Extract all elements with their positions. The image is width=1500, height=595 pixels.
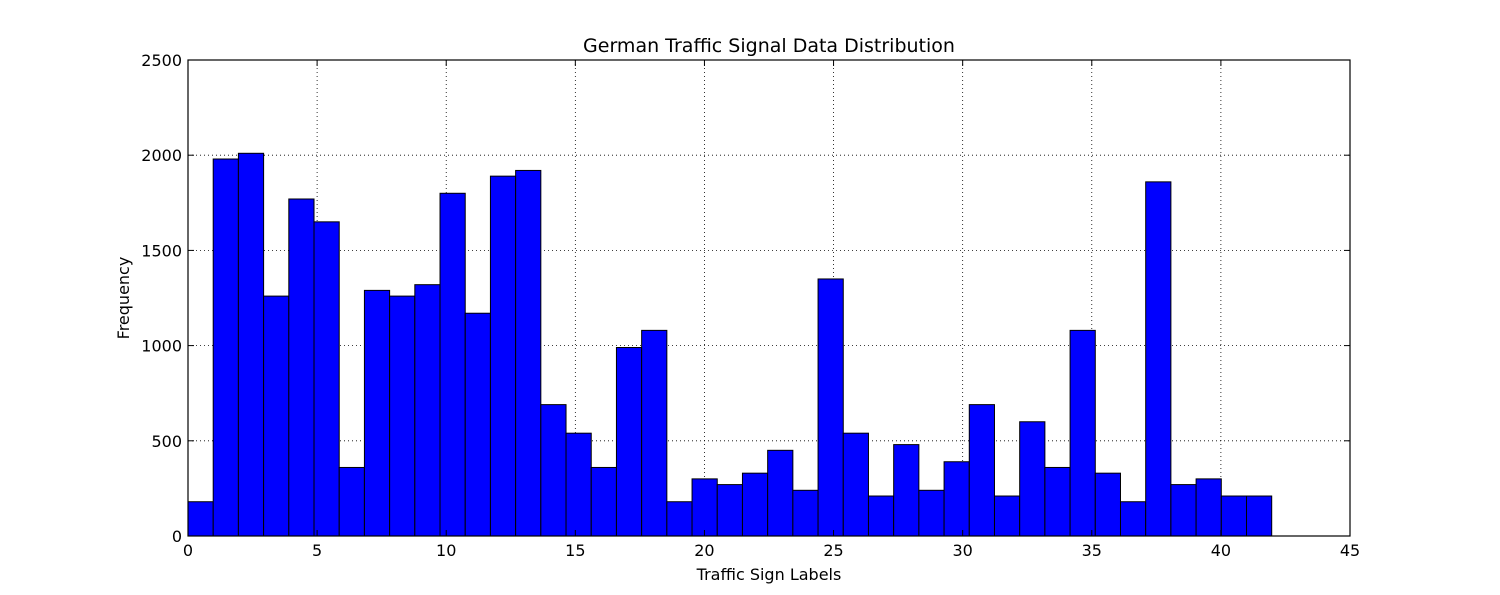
x-tick-label: 45 [1340,541,1360,560]
bar-label-19 [666,501,693,537]
x-tick-label: 20 [694,541,714,560]
bar-label-1 [212,158,239,537]
chart-title: German Traffic Signal Data Distribution [583,35,955,57]
y-tick-label: 2000 [141,146,182,165]
y-tick-label: 0 [172,527,182,546]
ticks: 0 5 10 15 20 25 30 35 40 45 0 500 1000 1500 2000 2500 [141,51,1360,560]
x-tick-label: 10 [436,541,456,560]
bar-label-40 [1195,478,1222,537]
x-tick-label: 35 [1082,541,1102,560]
bar-label-2 [237,152,265,537]
bar-label-4 [288,198,315,537]
bar-label-32 [993,495,1021,537]
bar-label-41 [1220,495,1248,537]
bar-label-30 [943,461,970,537]
bar-label-14 [540,404,567,537]
bar-label-17 [615,347,643,537]
bar-label-33 [1019,421,1046,537]
bar-label-36 [1094,472,1121,537]
plot-frame [187,59,1351,537]
x-tick-label: 15 [565,541,585,560]
bar-label-20 [691,478,718,537]
x-tick-label: 40 [1211,541,1231,560]
bar-label-13 [515,169,542,537]
y-tick-label: 1500 [141,241,182,260]
bar-label-39 [1170,484,1197,537]
bar-label-23 [767,449,794,537]
bar-label-3 [263,295,290,537]
x-axis-title: Traffic Sign Labels [696,565,842,584]
bar-label-21 [716,484,743,537]
bar-label-25 [817,278,844,537]
x-tick-label: 0 [183,541,193,560]
bar-label-34 [1044,466,1071,537]
bar-label-38 [1145,181,1172,537]
bar-label-15 [565,432,592,537]
bar-label-6 [338,466,365,537]
bar-label-26 [842,432,869,537]
y-tick-label: 1000 [141,337,182,356]
bar-label-22 [741,472,769,537]
bar-label-37 [1119,501,1147,537]
bar-label-28 [893,444,920,537]
bar-label-8 [389,295,416,537]
bar-label-10 [439,192,466,537]
bar-label-9 [414,284,441,537]
y-axis-title: Frequency [114,257,133,340]
y-tick-label: 2500 [141,51,182,70]
bar-label-31 [968,404,995,537]
bar-label-35 [1069,329,1096,537]
bar-label-12 [489,175,517,537]
bar-label-5 [313,221,340,537]
bar-label-27 [867,495,895,537]
x-tick-label: 30 [952,541,972,560]
bar-label-16 [590,466,617,537]
bar-label-18 [641,329,668,537]
bars [187,152,1273,537]
x-tick-label: 5 [312,541,322,560]
bar-label-7 [363,289,391,537]
bar-label-42 [1246,495,1273,537]
bar-label-0 [187,501,214,537]
y-tick-label: 500 [151,432,182,451]
x-tick-label: 25 [823,541,843,560]
bar-label-29 [918,489,945,537]
bar-label-24 [792,489,819,537]
bar-label-11 [464,312,491,537]
